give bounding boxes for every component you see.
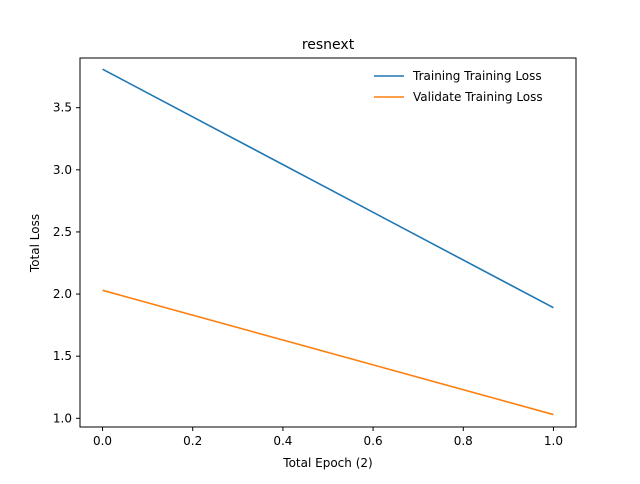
x-tick-label: 0.2	[183, 434, 202, 448]
y-tick-label: 3.0	[53, 163, 72, 177]
plot-frame	[79, 57, 577, 428]
x-tick-label: 0.6	[364, 434, 383, 448]
x-tick-label: 1.0	[544, 434, 563, 448]
legend-label-1: Training Training Loss	[412, 69, 542, 83]
y-tick-label: 2.0	[53, 287, 72, 301]
series-line-1	[102, 68, 554, 309]
y-axis-label: Total Loss	[28, 214, 42, 273]
y-tick-label: 1.5	[53, 349, 72, 363]
y-tick-label: 1.0	[53, 411, 72, 425]
x-tick-label: 0.8	[454, 434, 473, 448]
x-tick-label: 0.0	[93, 434, 112, 448]
x-tick-label: 0.4	[273, 434, 292, 448]
y-tick-label: 2.5	[53, 225, 72, 239]
series-line-2	[102, 289, 554, 416]
chart-title: resnext	[302, 37, 355, 53]
plot-area: 0.0 0.2 0.4 0.6 0.8 1.0 1.0 1.5 2.0 2.5 3.0 3.5 Trai…	[53, 57, 577, 448]
x-axis-label: Total Epoch (2)	[282, 456, 372, 470]
legend-label-2: Validate Training Loss	[413, 90, 543, 104]
y-tick-label: 3.5	[53, 101, 72, 115]
